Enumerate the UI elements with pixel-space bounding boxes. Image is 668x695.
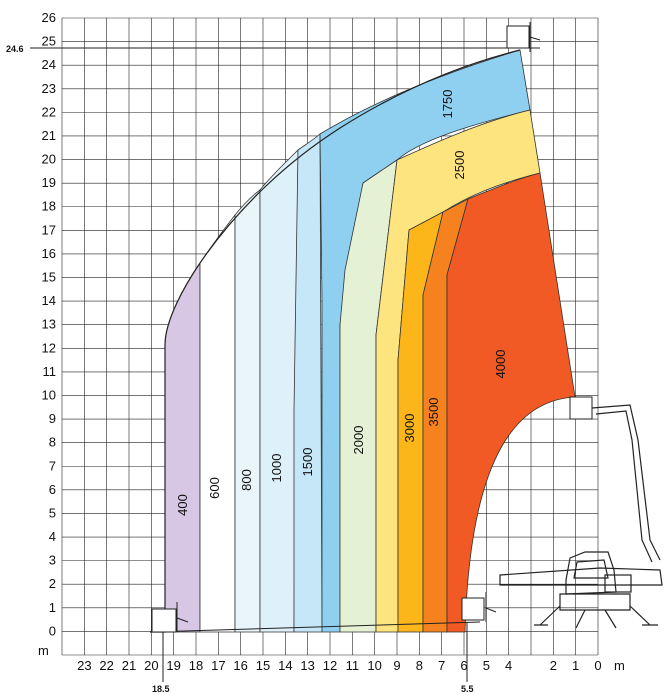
annotation-lines	[30, 47, 540, 682]
y-tick-label: 16	[42, 246, 56, 261]
machine-boom-jib	[591, 404, 661, 561]
capacity-zones	[164, 49, 576, 633]
x-tick-label: 17	[211, 658, 225, 673]
x-tick-label: 12	[323, 658, 337, 673]
y-tick-label: 11	[43, 364, 57, 379]
annotation-24-6: 24.6	[6, 44, 24, 54]
x-tick-label: 1	[572, 658, 579, 673]
machine-outrigger-right	[629, 605, 658, 626]
y-axis-unit-label: m	[38, 643, 49, 658]
x-tick-label: 9	[393, 658, 400, 673]
y-tick-label: 25	[42, 34, 56, 49]
y-tick-label: 8	[49, 435, 56, 450]
machine-boom-jib-inner	[595, 410, 653, 563]
y-tick-label: 10	[42, 387, 56, 402]
y-tick-label: 1	[49, 600, 56, 615]
x-tick-label: 11	[346, 658, 360, 673]
ground-line	[149, 621, 481, 633]
y-tick-label: 3	[49, 553, 56, 568]
y-tick-label: 0	[49, 623, 56, 638]
x-tick-label: 21	[122, 658, 136, 673]
machine-cab-window	[573, 559, 609, 579]
y-tick-label: 20	[42, 152, 56, 167]
zone-label-800: 800	[239, 469, 254, 491]
y-tick-label: 24	[42, 57, 56, 72]
zone-label-3000: 3000	[402, 414, 417, 443]
zone-label-1500: 1500	[300, 448, 315, 477]
machine-outrigger-left	[534, 605, 561, 626]
zone-600	[199, 213, 236, 633]
x-tick-label: 23	[77, 658, 91, 673]
zone-label-400: 400	[175, 494, 190, 516]
x-tick-label: 20	[144, 658, 158, 673]
annotation-18-5: 18.5	[152, 684, 170, 694]
zone-label-2500: 2500	[452, 151, 467, 180]
zone-label-3500: 3500	[426, 398, 441, 427]
y-tick-label: 4	[49, 529, 56, 544]
machine-cab	[565, 551, 617, 595]
platform-icon-top	[506, 25, 530, 49]
y-tick-label: 13	[42, 317, 56, 332]
x-tick-label: 0	[594, 658, 601, 673]
y-tick-label: 9	[49, 411, 56, 426]
zone-labels: 400 600 800 1000 1500 1750 2000 2500 300…	[175, 90, 508, 516]
machine-illustration	[499, 404, 663, 629]
platform-icon-right	[569, 396, 593, 420]
x-tick-label: 15	[256, 658, 270, 673]
y-tick-label: 14	[42, 293, 56, 308]
x-tick-label: 6	[460, 658, 467, 673]
axis-ticks: 23 22 21 20 19 18 17 16 15 14 13 12 11 10 9 8 7 6 5 4 2 1 0012…	[42, 10, 602, 673]
machine-boom-main	[499, 567, 663, 586]
x-tick-label: 4	[505, 658, 512, 673]
zone-label-1750: 1750	[440, 90, 455, 119]
x-tick-label: 19	[166, 658, 180, 673]
y-tick-label: 18	[42, 199, 56, 214]
y-tick-label: 19	[42, 175, 56, 190]
platform-hook-bottom	[485, 592, 497, 622]
y-tick-label: 7	[49, 458, 56, 473]
y-tick-label: 23	[42, 81, 56, 96]
y-tick-label: 21	[42, 128, 56, 143]
platform-hook-left	[176, 602, 189, 632]
x-tick-label: 10	[367, 658, 381, 673]
x-tick-label: 22	[99, 658, 113, 673]
zone-label-1000: 1000	[269, 454, 284, 483]
x-tick-label: 14	[278, 658, 292, 673]
x-tick-label: 18	[189, 658, 203, 673]
y-tick-label: 17	[42, 222, 56, 237]
y-tick-label: 12	[42, 340, 56, 355]
annotation-5-5: 5.5	[461, 684, 474, 694]
zone-1500	[293, 133, 323, 633]
platform-icon-bottom	[461, 597, 485, 621]
y-tick-label: 6	[49, 482, 56, 497]
machine-counterweight	[604, 574, 632, 593]
x-tick-label: 16	[233, 658, 247, 673]
x-tick-label: 8	[416, 658, 423, 673]
zone-label-4000: 4000	[493, 350, 508, 379]
y-tick-label: 2	[49, 576, 56, 591]
machine-outrigger-inner	[575, 609, 617, 629]
x-tick-label: 5	[483, 658, 490, 673]
platform-markers	[151, 22, 593, 633]
zone-label-2000: 2000	[351, 426, 366, 455]
machine-chassis	[559, 593, 631, 611]
x-tick-label: 13	[300, 658, 314, 673]
x-axis-unit-label: m	[614, 658, 625, 673]
y-tick-label: 22	[42, 104, 56, 119]
x-tick-label: 2	[550, 658, 557, 673]
zone-800	[234, 189, 261, 633]
y-tick-label: 15	[42, 270, 56, 285]
x-tick-label: 7	[438, 658, 445, 673]
reach-envelope	[150, 49, 521, 633]
y-tick-label: 5	[49, 505, 56, 520]
zone-4000	[446, 172, 576, 633]
platform-icon-left	[151, 608, 177, 633]
y-tick-label: 26	[42, 10, 56, 25]
platform-hook-top	[529, 22, 541, 52]
zone-1000	[259, 149, 299, 633]
zone-label-600: 600	[207, 477, 222, 499]
